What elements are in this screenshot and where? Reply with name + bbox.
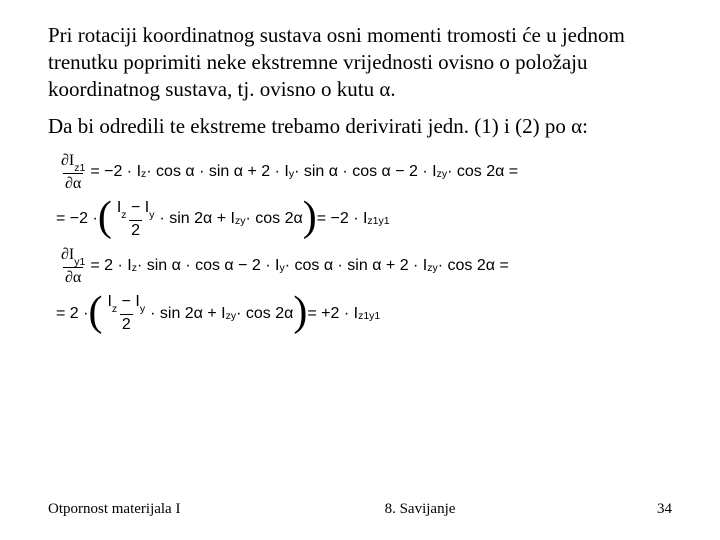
slide-footer: Otpornost materijala I 8. Savijanje 34: [0, 501, 720, 518]
footer-page-number: 34: [592, 501, 672, 518]
fraction-Iz-Iy-2: Iz − Iy 2: [105, 293, 147, 334]
footer-left: Otpornost materijala I: [48, 501, 248, 518]
paragraph-2: Da bi odredili te ekstreme trebamo deriv…: [48, 113, 678, 140]
eq-line-4: = 2 · ( Iz − Iy 2 · sin 2α + Izy · cos 2…: [56, 293, 678, 334]
fraction-dIz1: ∂Iz1 ∂α: [59, 152, 87, 193]
eq-line-3: ∂Iy1 ∂α = 2 · Iz · sin α · cos α − 2 · I…: [56, 246, 678, 287]
eq-line-2: = −2 · ( Iz − Iy 2 · sin 2α + Izy · cos …: [56, 199, 678, 240]
footer-center: 8. Savijanje: [248, 501, 592, 518]
equation-block: ∂Iz1 ∂α = −2 · Iz · cos α · sin α + 2 · …: [48, 152, 678, 335]
fraction-Iz-Iy-1: Iz − Iy 2: [115, 199, 157, 240]
fraction-dIy1: ∂Iy1 ∂α: [59, 246, 87, 287]
eq-line-1: ∂Iz1 ∂α = −2 · Iz · cos α · sin α + 2 · …: [56, 152, 678, 193]
paragraph-1: Pri rotaciji koordinatnog sustava osni m…: [48, 22, 678, 103]
